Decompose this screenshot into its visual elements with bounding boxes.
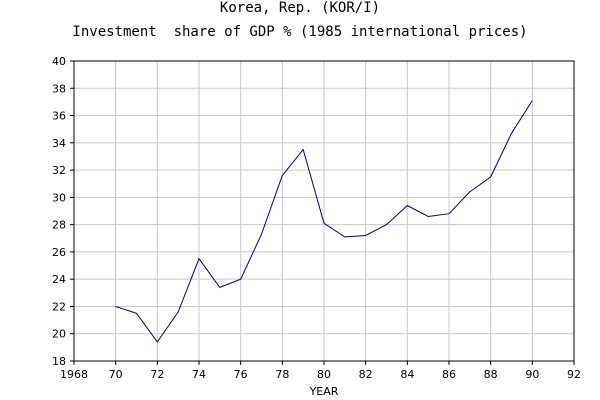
x-axis-label: YEAR [309, 385, 339, 398]
chart-subtitle: Investment share of GDP % (1985 internat… [72, 24, 528, 40]
y-tick-label: 20 [52, 328, 66, 341]
y-tick-label: 30 [52, 191, 66, 204]
x-tick-label: 80 [317, 368, 331, 381]
y-tick-label: 22 [52, 300, 66, 313]
y-tick-label: 26 [52, 246, 66, 259]
series-line [115, 100, 533, 343]
y-tick-label: 24 [52, 273, 66, 286]
y-tick-label: 28 [52, 219, 66, 232]
x-tick-label: 76 [234, 368, 248, 381]
x-tick-label: 72 [150, 368, 164, 381]
y-tick-label: 18 [52, 355, 66, 368]
axis-ticks [70, 60, 575, 365]
x-tick-label: 78 [275, 368, 289, 381]
x-axis-tick-labels: 1968 70 72 74 76 78 80 82 84 86 88 90 92 [60, 368, 581, 381]
y-tick-label: 36 [52, 110, 66, 123]
x-tick-label: 70 [109, 368, 123, 381]
chart-title: Korea, Rep. (KOR/I) [219, 0, 381, 16]
y-tick-label: 40 [52, 55, 66, 68]
x-tick-label: 74 [192, 368, 206, 381]
y-tick-label: 32 [52, 164, 66, 177]
x-tick-label: 88 [484, 368, 498, 381]
x-tick-label: 90 [525, 368, 539, 381]
grid-lines [74, 61, 574, 361]
x-tick-label: 82 [359, 368, 373, 381]
y-axis-tick-labels: 18 20 22 24 26 28 30 32 34 36 38 40 [52, 55, 66, 368]
x-tick-label: 86 [442, 368, 456, 381]
y-tick-label: 38 [52, 82, 66, 95]
y-tick-label: 34 [52, 137, 66, 150]
x-tick-label: 1968 [60, 368, 88, 381]
x-tick-label: 84 [400, 368, 414, 381]
x-tick-label: 92 [567, 368, 581, 381]
series-layer [115, 100, 533, 343]
